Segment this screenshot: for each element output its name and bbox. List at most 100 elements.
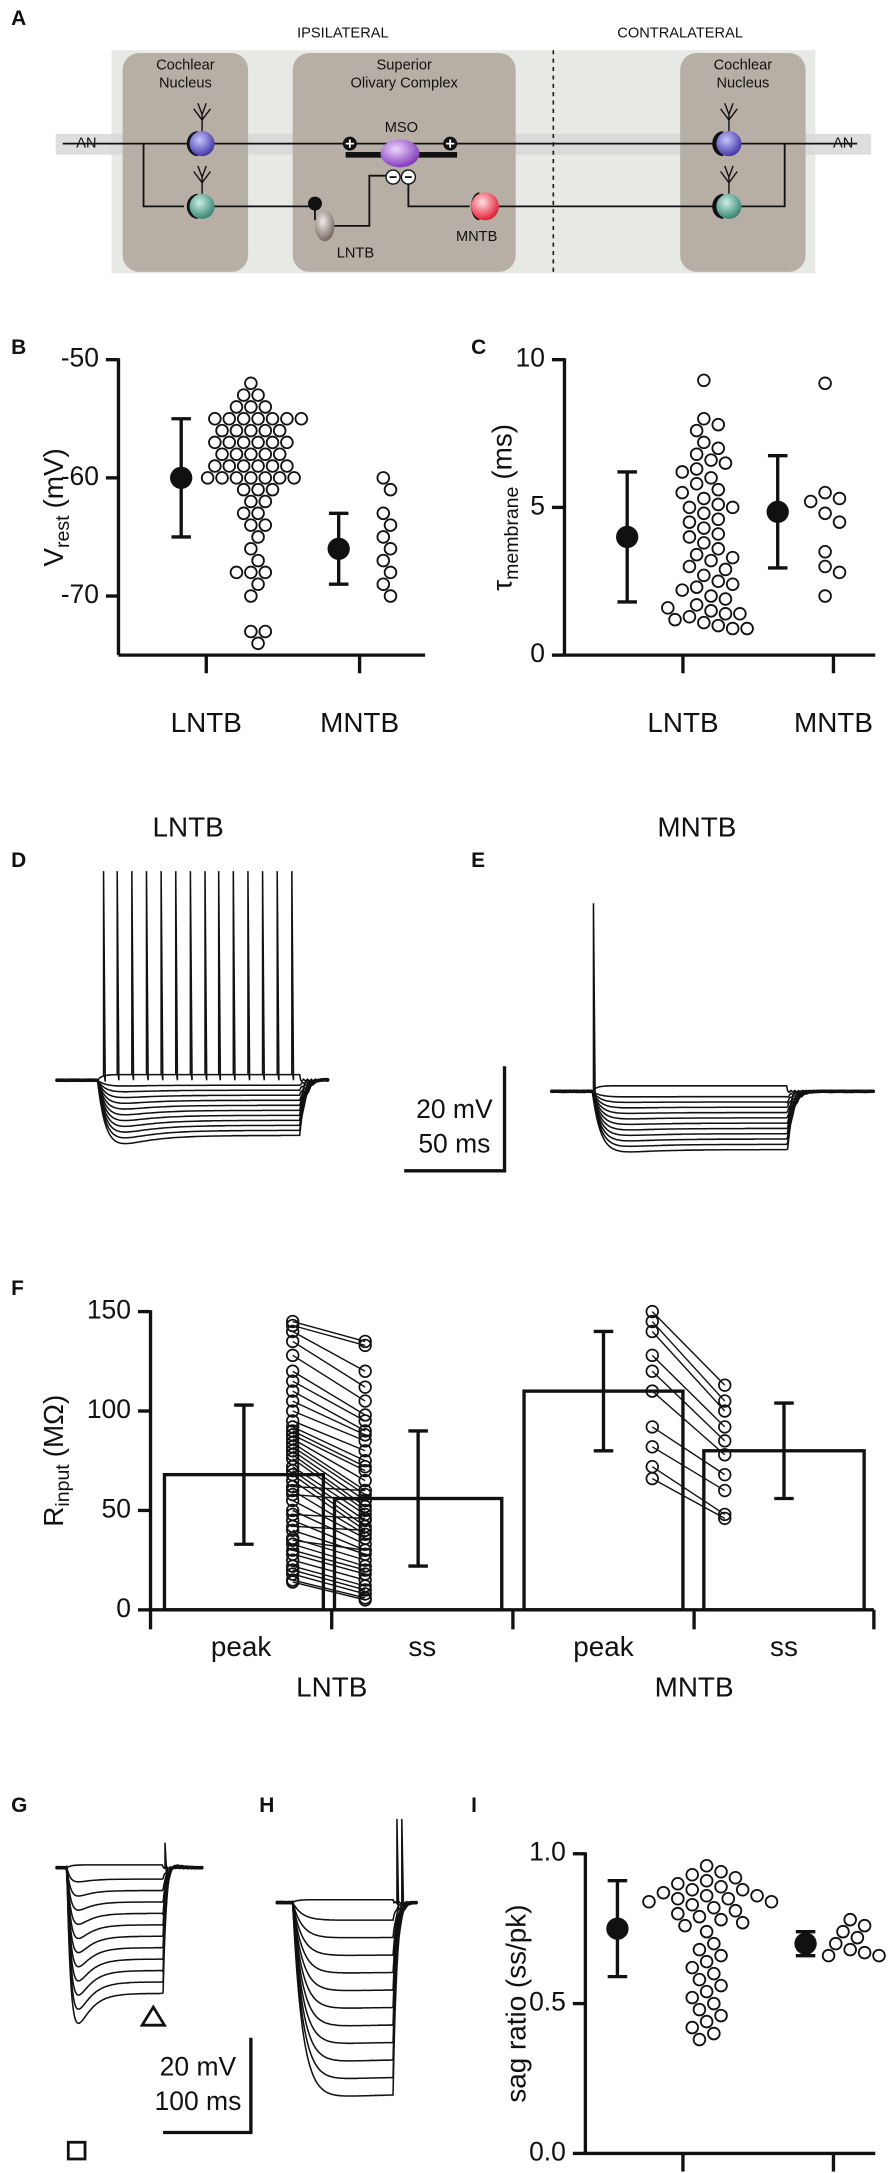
- panel-label: D: [11, 849, 26, 872]
- y-label-unit: (ms): [487, 424, 518, 480]
- data-point: [718, 592, 733, 606]
- data-point: [285, 1348, 300, 1363]
- data-point: [265, 482, 280, 497]
- data-point: [818, 544, 832, 559]
- data-point: [821, 1948, 836, 1963]
- y-label-main: sag ratio (ss/pk): [501, 1905, 532, 2103]
- data-point: [383, 542, 398, 556]
- data-point: [689, 462, 704, 476]
- data-point: [236, 388, 251, 402]
- data-point: [358, 1511, 372, 1526]
- data-point: [697, 373, 711, 388]
- data-point: [740, 621, 754, 636]
- trace-family: [549, 903, 876, 1153]
- data-point: [376, 506, 391, 521]
- pair-line: [292, 1340, 366, 1388]
- data-point: [699, 1984, 714, 1999]
- panel-label: H: [259, 1794, 274, 1817]
- panel-label: G: [11, 1794, 27, 1817]
- data-point: [733, 607, 747, 621]
- data-point: [718, 1420, 732, 1434]
- y-axis-label: τmembrane (ms): [487, 424, 523, 591]
- dendrites: [193, 102, 738, 194]
- pair-line: [292, 1509, 366, 1545]
- voltage-trace: [55, 1078, 330, 1093]
- data-point: [258, 565, 273, 580]
- data-point: [735, 1915, 750, 1930]
- pair-line: [651, 1370, 726, 1442]
- y-label-unit: (MΩ): [38, 1395, 69, 1458]
- data-point: [251, 388, 265, 402]
- region-label: Cochlear: [156, 57, 215, 73]
- data-point: [645, 1324, 659, 1339]
- data-point: [718, 1434, 732, 1448]
- voltage-trace: [55, 1078, 330, 1099]
- voltage-trace: [275, 1900, 419, 1957]
- data-point: [699, 1888, 714, 1903]
- an-label: AN: [76, 135, 96, 151]
- data-point: [251, 577, 265, 591]
- data-point: [285, 1374, 300, 1388]
- pair-line: [292, 1493, 366, 1502]
- data-point: [258, 494, 273, 509]
- data-point: [208, 435, 222, 450]
- data-point: [645, 1304, 659, 1319]
- pair-line: [292, 1390, 366, 1432]
- data-point: [645, 1440, 659, 1454]
- data-point: [718, 1394, 732, 1408]
- data-point: [711, 527, 726, 541]
- data-point: [699, 1924, 714, 1939]
- data-point: [251, 482, 265, 497]
- data-point: [832, 565, 847, 580]
- data-point: [244, 423, 258, 438]
- y-tick-label: 5: [530, 490, 545, 520]
- pair-line: [292, 1499, 366, 1539]
- y-label-sub: membrane: [501, 487, 523, 580]
- pair-line: [292, 1569, 366, 1591]
- data-point: [285, 1314, 300, 1329]
- data-point: [699, 1873, 714, 1888]
- y-axis-label: Rinput (MΩ): [38, 1395, 74, 1527]
- data-point: [843, 1912, 857, 1927]
- data-point: [287, 471, 301, 485]
- data-point: [718, 1378, 732, 1392]
- spiking-trace: [55, 1842, 204, 1875]
- mean-dot: [794, 1932, 817, 1955]
- pair-line: [292, 1400, 366, 1436]
- pair-line: [292, 1324, 366, 1347]
- data-point: [294, 411, 309, 426]
- error-bar: [774, 1401, 794, 1501]
- data-point: [258, 447, 273, 461]
- scale-bar: [404, 1066, 507, 1173]
- pair-line: [651, 1311, 726, 1386]
- data-point: [251, 459, 265, 473]
- pair-line: [292, 1426, 366, 1462]
- data-point: [697, 411, 711, 426]
- data-point: [358, 1473, 372, 1488]
- y-tick-label: 0.0: [529, 2136, 566, 2166]
- data-point: [251, 553, 265, 568]
- data-point: [358, 1338, 372, 1353]
- data-point: [358, 1593, 372, 1607]
- data-point: [718, 562, 733, 577]
- data-point: [718, 1483, 732, 1498]
- signs: [342, 136, 458, 185]
- data-point: [244, 589, 258, 603]
- voltage-trace: [275, 1900, 418, 2097]
- pair-line: [651, 1478, 726, 1519]
- error-bar: [234, 1403, 254, 1546]
- pair-line: [292, 1581, 366, 1601]
- data-point: [244, 400, 258, 414]
- data-point: [285, 1575, 300, 1589]
- mean-dot: [766, 500, 789, 523]
- pair-line: [292, 1529, 366, 1555]
- data-point: [222, 459, 237, 473]
- pair-line: [292, 1470, 366, 1521]
- y-label-main: R: [38, 1507, 69, 1527]
- pair-line: [651, 1354, 726, 1428]
- voltage-trace: [55, 1864, 204, 1982]
- data-point: [829, 1936, 843, 1951]
- data-point: [285, 1479, 300, 1494]
- data-point: [258, 471, 273, 485]
- data-point: [728, 1903, 743, 1918]
